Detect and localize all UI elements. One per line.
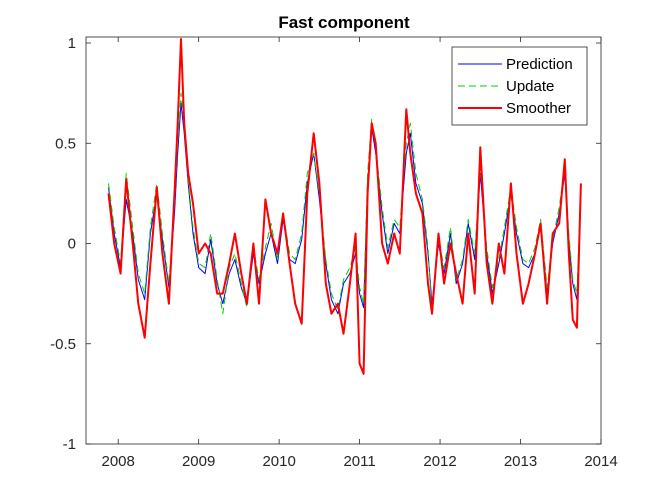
plot-frame	[85, 36, 602, 445]
y-axis: -1 -0.5 0 0.5 1	[50, 35, 601, 453]
legend-label: Update	[506, 78, 554, 95]
x-tick-label: 2008	[102, 453, 135, 470]
x-tick-label: 2014	[584, 453, 617, 470]
x-axis: 2008 2009 2010 2011 2012 2013 2014	[102, 37, 618, 470]
y-tick-label: 0	[68, 236, 76, 253]
legend-label: Prediction	[506, 56, 573, 73]
chart-title: Fast component	[278, 13, 410, 32]
y-tick-label: 0.5	[55, 135, 76, 152]
series-layer	[107, 38, 582, 375]
y-tick-label: 1	[68, 35, 76, 52]
series-line-smoother	[107, 38, 582, 375]
y-tick-label: -1	[63, 436, 76, 453]
x-tick-label: 2010	[262, 453, 295, 470]
y-tick-label: -0.5	[50, 336, 76, 353]
x-tick-label: 2013	[504, 453, 537, 470]
x-tick-label: 2009	[182, 453, 215, 470]
legend-label: Smoother	[506, 100, 571, 117]
x-tick-label: 2012	[423, 453, 456, 470]
legend: Prediction Update Smoother	[451, 46, 588, 126]
x-tick-label: 2011	[343, 453, 375, 470]
